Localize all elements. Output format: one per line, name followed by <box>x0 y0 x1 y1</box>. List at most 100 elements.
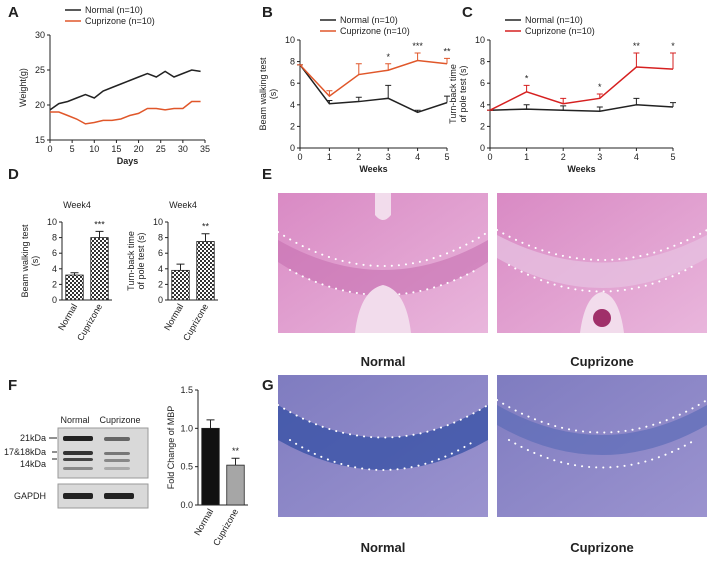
x-tick-label: 5 <box>444 152 449 162</box>
lane-label: Cuprizone <box>99 415 140 425</box>
x-tick-label: 30 <box>178 144 188 154</box>
y-axis-label: of pole test (s) <box>136 232 146 289</box>
error-bar <box>596 106 603 112</box>
x-tick-label: 4 <box>634 152 639 162</box>
y-tick-label: 8 <box>158 233 163 243</box>
loading-label: GAPDH <box>14 491 46 501</box>
x-tick-label: Cuprizone <box>181 302 210 343</box>
kda-label: 14kDa <box>20 459 46 469</box>
panel-letter: D <box>8 166 19 183</box>
x-axis-label: Weeks <box>359 164 387 174</box>
significance: *** <box>412 41 423 51</box>
bar <box>226 464 245 506</box>
significance: ** <box>232 446 240 456</box>
significance: * <box>671 41 675 51</box>
kda-label: 21kDa <box>20 433 46 443</box>
y-tick-label: 6 <box>158 248 163 258</box>
x-tick-label: 0 <box>47 144 52 154</box>
significance: ** <box>633 41 641 51</box>
x-tick-label: Cuprizone <box>75 302 104 343</box>
x-tick-label: 15 <box>111 144 121 154</box>
y-tick-label: 2 <box>290 121 295 131</box>
series-line <box>489 104 674 113</box>
x-axis-label: Weeks <box>567 164 595 174</box>
x-tick-label: 0 <box>297 152 302 162</box>
error-bar <box>70 272 79 276</box>
histology-lfb <box>277 375 708 517</box>
significance: ** <box>443 46 451 56</box>
error-bar <box>523 104 530 110</box>
y-tick-label: 10 <box>475 35 485 45</box>
significance: ** <box>202 222 210 232</box>
legend-label: Cuprizone (n=10) <box>525 26 595 36</box>
y-tick-label: 4 <box>52 264 57 274</box>
y-tick-label: 30 <box>35 30 45 40</box>
x-tick-label: 5 <box>670 152 675 162</box>
panel-letter: G <box>262 377 274 394</box>
bar <box>196 241 215 301</box>
y-tick-label: 4 <box>480 100 485 110</box>
chart-title: Week4 <box>169 200 197 210</box>
error-bar <box>414 52 421 61</box>
y-tick-label: 6 <box>290 78 295 88</box>
blot <box>49 427 149 509</box>
y-axis-label: Weight(g) <box>18 68 28 107</box>
error-bar <box>444 57 450 64</box>
y-tick-label: 6 <box>480 78 485 88</box>
y-tick-label: 8 <box>480 57 485 67</box>
error-bar <box>355 96 362 102</box>
error-bar <box>201 233 210 242</box>
y-tick-label: 8 <box>52 233 57 243</box>
series-line <box>49 69 201 111</box>
x-tick-label: 1 <box>524 152 529 162</box>
legend-label: Cuprizone (n=10) <box>85 16 155 26</box>
y-tick-label: 2 <box>158 279 163 289</box>
y-tick-label: 1.0 <box>180 423 193 433</box>
significance: * <box>598 82 602 92</box>
x-tick-label: Normal <box>192 507 215 537</box>
y-tick-label: 0 <box>52 295 57 305</box>
x-tick-label: 35 <box>200 144 210 154</box>
y-tick-label: 1.5 <box>180 385 193 395</box>
legend-label: Cuprizone (n=10) <box>340 26 410 36</box>
legend-label: Normal (n=10) <box>85 5 143 15</box>
x-tick-label: 3 <box>386 152 391 162</box>
error-bar <box>596 93 603 99</box>
x-tick-label: 2 <box>356 152 361 162</box>
image-label: Normal <box>361 354 406 369</box>
y-tick-label: 20 <box>35 100 45 110</box>
significance: *** <box>94 219 105 229</box>
y-tick-label: 25 <box>35 65 45 75</box>
bar <box>171 269 190 301</box>
bar <box>201 427 220 506</box>
y-tick-label: 6 <box>52 248 57 258</box>
y-tick-label: 10 <box>153 217 163 227</box>
significance: * <box>525 73 529 83</box>
error-bar <box>326 99 333 104</box>
y-tick-label: 4 <box>290 100 295 110</box>
y-tick-label: 2 <box>480 121 485 131</box>
y-tick-label: 10 <box>47 217 57 227</box>
series-line <box>299 64 448 114</box>
series-line <box>489 66 674 111</box>
error-bar <box>444 95 450 103</box>
x-tick-label: 2 <box>561 152 566 162</box>
chart-title: Week4 <box>63 200 91 210</box>
y-tick-label: 0.5 <box>180 462 193 472</box>
image-label: Cuprizone <box>570 354 634 369</box>
histology-he <box>277 193 708 333</box>
error-bar <box>385 63 392 71</box>
x-tick-label: 1 <box>327 152 332 162</box>
y-tick-label: 4 <box>158 264 163 274</box>
error-bar <box>326 90 333 97</box>
panel-letter: F <box>8 377 17 394</box>
y-axis-label: (s) <box>30 256 40 267</box>
error-bar <box>206 419 215 429</box>
panel-letter: A <box>8 4 19 21</box>
x-tick-label: 25 <box>156 144 166 154</box>
y-axis-label: of pole test (s) <box>458 65 468 122</box>
significance: * <box>386 52 390 62</box>
error-bar <box>231 457 240 466</box>
y-tick-label: 0 <box>290 143 295 153</box>
y-axis-label: Fold Change of MBP <box>166 406 176 490</box>
